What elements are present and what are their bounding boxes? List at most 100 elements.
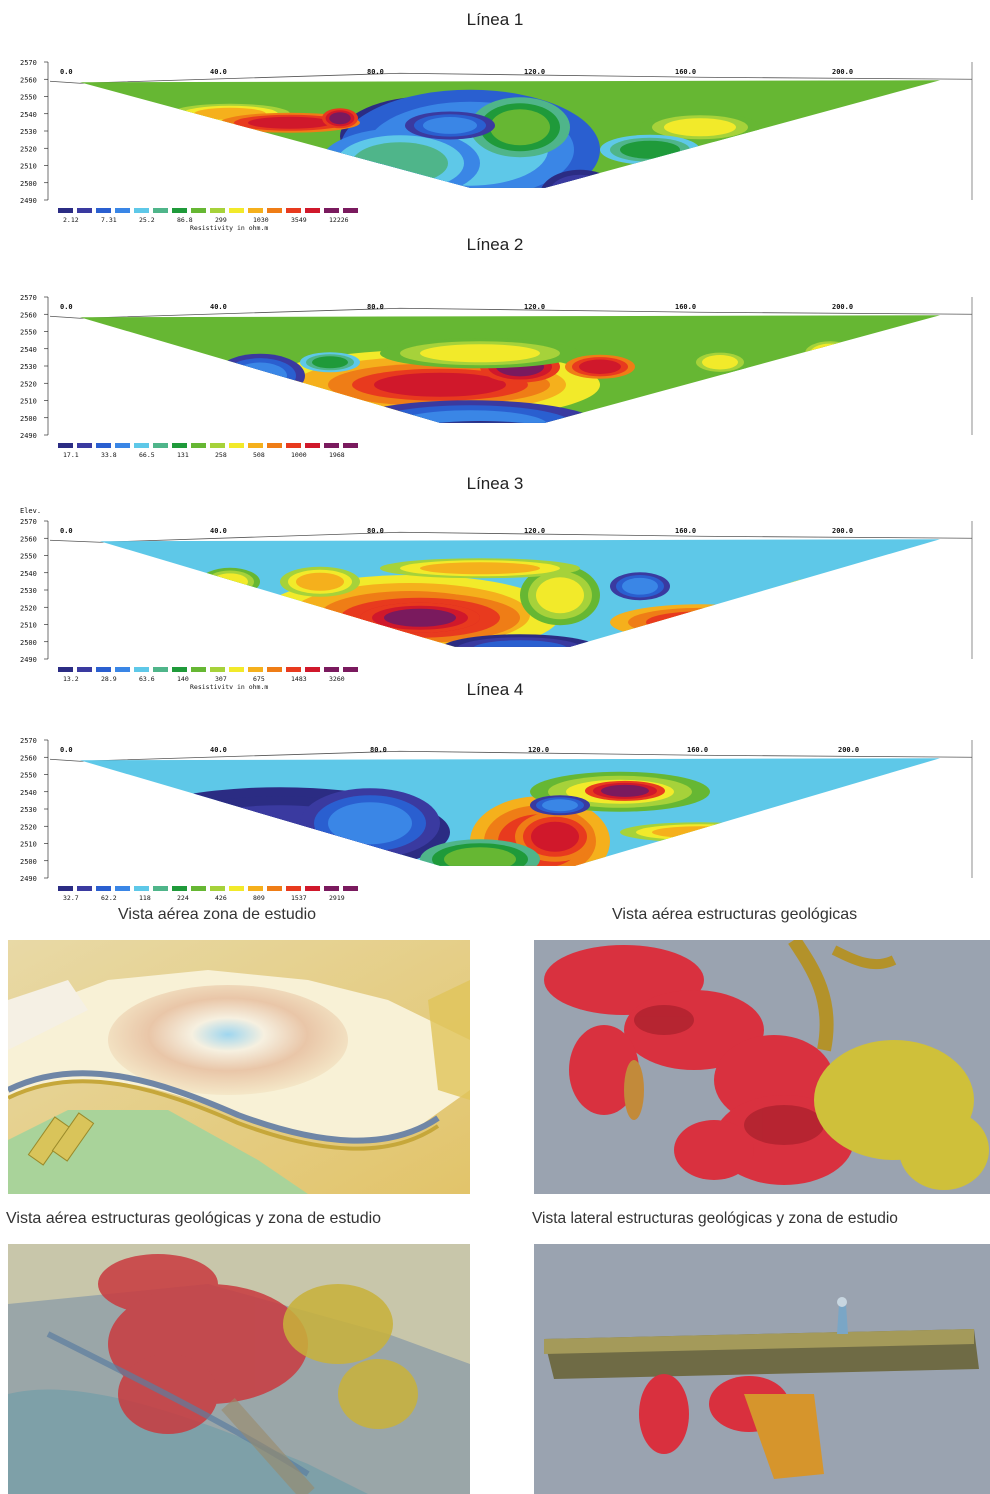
- legend-value: 62.2: [101, 894, 117, 902]
- legend-swatch: [210, 886, 225, 891]
- resistivity-contour: [390, 421, 570, 423]
- legend-swatch: [153, 667, 168, 672]
- legend-swatch: [172, 443, 187, 448]
- x-tick-label: 120.0: [524, 527, 545, 535]
- legend-swatch: [115, 667, 130, 672]
- legend-value: 131: [177, 451, 189, 459]
- y-tick-label: 2520: [20, 823, 37, 831]
- legend-swatch: [134, 667, 149, 672]
- resistivity-contour: [861, 809, 879, 820]
- legend-swatch: [343, 208, 358, 213]
- legend-value: 118: [139, 894, 151, 902]
- x-tick-label: 120.0: [524, 303, 545, 311]
- resistivity-contour: [148, 354, 212, 379]
- y-tick-label: 2550: [20, 553, 37, 561]
- legend-swatch: [134, 886, 149, 891]
- legend-swatch: [153, 208, 168, 213]
- resistivity-contour: [329, 112, 351, 125]
- legend-swatch: [305, 886, 320, 891]
- legend-swatch: [134, 443, 149, 448]
- legend-swatch: [58, 443, 73, 448]
- legend-value: 224: [177, 894, 189, 902]
- legend-value: 25.2: [139, 216, 155, 224]
- legend-swatch: [134, 208, 149, 213]
- resistivity-contour: [423, 117, 477, 134]
- y-tick-label: 2540: [20, 570, 37, 578]
- x-tick-label: 80.0: [367, 527, 384, 535]
- resistivity-contour: [805, 114, 855, 131]
- legend-swatch: [324, 886, 339, 891]
- legend-value: 12226: [329, 216, 349, 224]
- y-tick-label: 2560: [20, 754, 37, 762]
- y-tick-label: 2540: [20, 789, 37, 797]
- legend-swatch: [229, 443, 244, 448]
- legend-value: 675: [253, 675, 265, 683]
- legend-swatch: [115, 886, 130, 891]
- resistivity-contour: [556, 179, 604, 188]
- resistivity-section-3: 2570 2560 2550 2540 2530 2520 2510 2500 2490 Elev…: [0, 494, 990, 689]
- x-tick-label: 160.0: [687, 746, 708, 754]
- resistivity-contour: [384, 608, 456, 627]
- legend-value: 1030: [253, 216, 269, 224]
- y-tick-label: 2490: [20, 197, 37, 205]
- x-tick-label: 0.0: [60, 303, 73, 311]
- caption-aerial-structures: Vista aérea estructuras geológicas: [612, 906, 858, 923]
- legend-swatch: [153, 443, 168, 448]
- legend-swatch: [172, 208, 187, 213]
- resistivity-contour: [444, 847, 516, 866]
- resistivity-contour: [374, 372, 506, 397]
- y-tick-label: 2560: [20, 76, 37, 84]
- legend-swatch: [267, 208, 282, 213]
- resistivity-contour: [248, 116, 332, 129]
- y-tick-label: 2490: [20, 875, 37, 883]
- legend-value: 307: [215, 675, 227, 683]
- y-tick-label: 2510: [20, 398, 37, 406]
- x-tick-label: 120.0: [528, 746, 549, 754]
- legend-value: 13.2: [63, 675, 79, 683]
- legend-swatch: [191, 667, 206, 672]
- y-tick-label: 2570: [20, 518, 37, 526]
- chart-title-1: Línea 1: [466, 10, 524, 29]
- legend-swatch: [115, 443, 130, 448]
- legend-swatch: [191, 208, 206, 213]
- section-body: [80, 315, 940, 423]
- y-tick-label: 2540: [20, 111, 37, 119]
- resistivity-section-4: 2570 2560 2550 2540 2530 2520 2510 2500 2490 0.0 4…: [0, 710, 990, 902]
- y-tick-label: 2550: [20, 772, 37, 780]
- x-tick-label: 0.0: [60, 68, 73, 76]
- y-tick-label: 2530: [20, 806, 37, 814]
- x-tick-label: 200.0: [838, 746, 859, 754]
- resistivity-contour: [815, 117, 845, 128]
- surface-line: [49, 307, 973, 319]
- legend-value: 809: [253, 894, 265, 902]
- resistivity-contour: [542, 799, 578, 812]
- legend-swatch: [267, 443, 282, 448]
- x-tick-label: 160.0: [675, 68, 696, 76]
- legend-value: 66.5: [139, 451, 155, 459]
- legend-value: 63.6: [139, 675, 155, 683]
- resistivity-contour: [622, 577, 658, 595]
- chart-title-2: Línea 2: [466, 235, 524, 254]
- legend-value: 299: [215, 216, 227, 224]
- legend-value: 2.12: [63, 216, 79, 224]
- resistivity-contour: [212, 573, 248, 591]
- legend-swatch: [286, 667, 301, 672]
- resistivity-contour: [328, 802, 412, 845]
- resistivity-contour: [352, 142, 448, 185]
- x-tick-label: 200.0: [832, 68, 853, 76]
- legend-swatch: [305, 667, 320, 672]
- legend-swatch: [96, 886, 111, 891]
- legend-value: 32.7: [63, 894, 79, 902]
- aerial-structures-image: [534, 940, 990, 1194]
- caption-aerial-structures-study: Vista aérea estructuras geológicas y zon…: [6, 1210, 382, 1227]
- legend-swatch: [210, 443, 225, 448]
- surface-line: [49, 750, 973, 762]
- x-tick-label: 40.0: [210, 746, 227, 754]
- legend-value: 426: [215, 894, 227, 902]
- y-tick-label: 2530: [20, 363, 37, 371]
- x-tick-label: 40.0: [210, 68, 227, 76]
- legend-value: 2919: [329, 894, 345, 902]
- legend-swatch: [286, 443, 301, 448]
- caption-aerial-study: Vista aérea zona de estudio: [118, 906, 317, 923]
- chart-title-4: Línea 4: [466, 680, 524, 699]
